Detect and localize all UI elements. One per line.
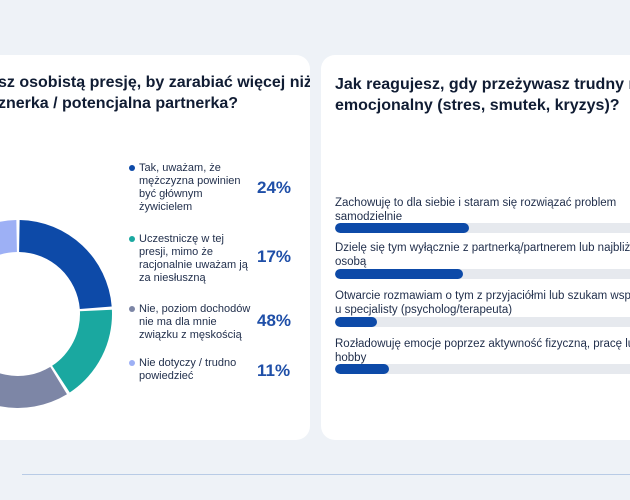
donut-slice-nie-dotyczy [0, 220, 17, 255]
bar-item-zachowuje: Zachowuję to dla siebie i staram się roz… [335, 196, 630, 233]
legend-dot-uczestnicze [129, 236, 135, 242]
donut-slice-uczestnicze [52, 309, 112, 393]
bar-label-dziele: Dzielę się tym wyłącznie z partnerką/par… [335, 242, 630, 268]
bar-fill-rozladowuje [335, 364, 390, 374]
legend-dot-tak [129, 165, 135, 171]
bar-label-zachowuje: Zachowuję to dla siebie i staram się roz… [335, 197, 617, 223]
bar-track-otwarcie [335, 317, 630, 327]
right-question-title-line1: Jak reagujesz, gdy przeżywasz trudny m [335, 76, 630, 93]
legend-label-uczestnicze: Uczestniczę w tej presji, mimo że racjon… [139, 233, 248, 284]
legend-value-tak: 24% [257, 178, 292, 197]
legend-label-nie: Nie, poziom dochodów nie ma dla mnie zwi… [139, 303, 251, 341]
left-card: sz osobistą presję, by zarabiać więcej n… [0, 55, 310, 440]
bar-item-dziele: Dzielę się tym wyłącznie z partnerką/par… [335, 241, 630, 279]
legend-label-tak: Tak, uważam, że mężczyzna powinien być g… [139, 162, 241, 213]
bar-label-rozladowuje: Rozładowuję emocje poprzez aktywność fiz… [335, 338, 630, 364]
donut-chart [0, 220, 112, 408]
bar-label-otwarcie: Otwarcie rozmawiam o tym z przyjaciółmi … [335, 290, 630, 316]
legend-dot-nie [129, 306, 135, 312]
bar-fill-dziele [335, 269, 463, 279]
bottom-divider [22, 474, 630, 475]
bar-track-rozladowuje [335, 364, 630, 374]
bar-item-otwarcie: Otwarcie rozmawiam o tym z przyjaciółmi … [335, 289, 630, 327]
legend-value-nie: 48% [257, 311, 292, 330]
left-question-title-line2: znerka / potencjalna partnerka? [0, 95, 239, 112]
legend-value-nie-dotyczy: 11% [257, 361, 291, 380]
legend-dot-nie-dotyczy [129, 360, 135, 366]
legend-value-uczestnicze: 17% [257, 247, 292, 266]
right-card: Jak reagujesz, gdy przeżywasz trudny m e… [321, 55, 630, 440]
bar-fill-otwarcie [335, 317, 377, 327]
donut-slice-nie [0, 366, 67, 408]
bar-track-dziele [335, 269, 630, 279]
bar-fill-zachowuje [335, 223, 470, 233]
donut-slice-tak [19, 220, 112, 310]
bar-track-zachowuje [335, 223, 630, 233]
legend-label-nie-dotyczy: Nie dotyczy / trudno powiedzieć [139, 357, 237, 382]
right-question-title-line2: emocjonalny (stres, smutek, kryzys)? [335, 97, 620, 114]
bar-item-rozladowuje: Rozładowuję emocje poprzez aktywność fiz… [335, 337, 630, 374]
left-question-title-line1: sz osobistą presję, by zarabiać więcej n… [0, 74, 310, 91]
